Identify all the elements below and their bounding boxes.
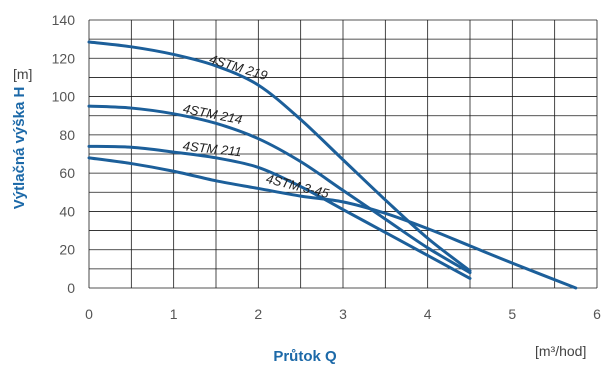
y-tick-label: 140 [52,12,76,28]
grid [88,19,598,289]
x-tick-label: 6 [593,306,601,322]
y-axis-title: Výtlačná výška H [11,87,28,210]
y-tick-label: 20 [59,242,75,258]
series-line-4stm-211 [87,144,472,280]
x-tick-label: 3 [339,306,347,322]
x-tick-label: 5 [508,306,516,322]
x-axis-unit: [m³/hod] [535,343,586,359]
series-line-4stm-214 [87,104,472,275]
x-tick-label: 2 [254,306,262,322]
y-tick-label: 0 [67,280,75,296]
y-tick-label: 80 [59,127,75,143]
y-axis-unit: [m] [13,66,32,82]
series-curves [87,40,578,290]
curve-label: 4STM 211 [182,138,242,159]
x-tick-label: 0 [85,306,93,322]
y-tick-label: 40 [59,203,75,219]
x-tick-label: 1 [170,306,178,322]
curve-label: 4STM 219 [208,51,270,83]
series-line-4stm-3-45 [87,156,578,290]
y-tick-label: 100 [52,89,76,105]
x-axis-title: Průtok Q [273,348,337,365]
x-tick-label: 4 [424,306,432,322]
y-tick-label: 60 [59,165,75,181]
y-tick-label: 120 [52,50,76,66]
